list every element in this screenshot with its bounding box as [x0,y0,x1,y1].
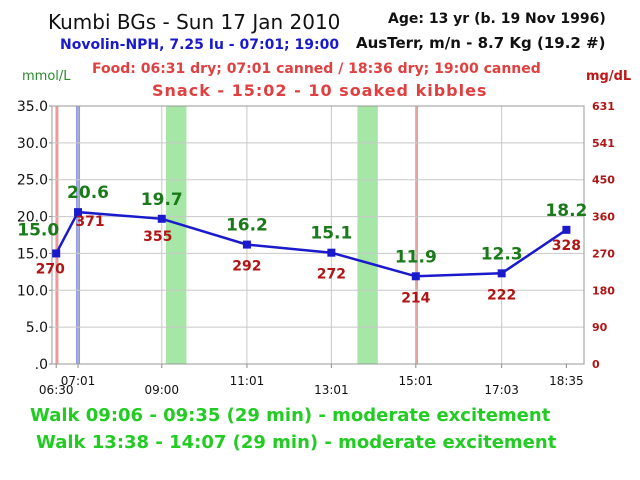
data-label-mmol: 16.2 [226,216,268,236]
x-tick-label: 11:01 [230,374,265,388]
series-line [55,210,568,278]
data-label-mmol: 15.1 [310,224,352,244]
walk-band-1 [166,106,187,364]
data-point [562,225,571,234]
weight-note: AusTerr, m/n - 8.7 Kg (19.2 #) [356,34,606,52]
y-tick-label: 5.0 [26,320,48,336]
x-tick-label: 15:01 [399,374,434,388]
data-label-mmol: 11.9 [395,247,437,267]
plot-frame [51,105,585,365]
y-tick-label-right: 450 [592,174,615,187]
x-tick-label: 06:30 [39,383,74,397]
y-tick-label: 15.0 [17,246,48,262]
x-tick-label: 09:00 [144,383,179,397]
chart-title: Kumbi BGs - Sun 17 Jan 2010 [48,10,341,34]
x-tick-label: 18:35 [549,374,584,388]
data-label-mmol: 19.7 [141,190,183,210]
y-tick-label: 10.0 [17,283,48,299]
x-tick-label: 07:01 [61,374,96,388]
y-tick-label-right: 180 [592,284,615,297]
data-label-mgdl: 214 [401,290,430,306]
y-tick-label-right: 0 [592,358,600,371]
y-tick-label: .0 [35,357,48,373]
data-point [74,208,83,217]
walk-note-2: Walk 13:38 - 14:07 (29 min) - moderate e… [36,432,557,453]
data-label-mgdl: 272 [317,267,346,283]
x-tick-label: 17:03 [484,383,519,397]
age-note: Age: 13 yr (b. 19 Nov 1996) [388,11,606,27]
data-label-mmol: 20.6 [67,183,109,203]
y-tick-label-right: 90 [592,321,608,334]
data-point [52,249,61,258]
data-point [242,240,251,249]
y-tick-label-right: 360 [592,211,615,224]
snack-note: Snack - 15:02 - 10 soaked kibbles [152,81,488,100]
y-tick-label-right: 631 [592,100,615,113]
data-label-mgdl: 328 [552,238,581,254]
y-tick-label: 25.0 [17,173,48,189]
data-point [327,248,336,257]
y-tick-label-right: 270 [592,247,615,260]
data-point [411,272,420,281]
data-label-mgdl: 222 [487,287,516,303]
y-tick-label-right: 541 [592,137,615,150]
data-label-mmol: 15.0 [17,220,59,240]
y-axis-label-left: mmol/L [22,69,71,84]
y-tick-label: 35.0 [17,99,48,115]
insulin-note: Novolin-NPH, 7.25 Iu - 07:01; 19:00 [60,37,340,53]
data-label-mgdl: 270 [36,261,65,277]
food-note: Food: 06:31 dry; 07:01 canned / 18:36 dr… [92,61,541,77]
data-label-mgdl: 292 [232,259,261,275]
food-line-1 [55,106,59,364]
walk-band-2 [357,106,378,364]
walk-note-1: Walk 09:06 - 09:35 (29 min) - moderate e… [30,405,551,426]
data-label-mmol: 18.2 [545,201,587,221]
data-point [157,214,166,223]
data-label-mgdl: 355 [143,229,172,245]
data-point [497,269,506,278]
y-tick-label: 20.0 [17,210,48,226]
y-axis-label-right: mg/dL [586,69,632,84]
data-label-mmol: 12.3 [481,244,523,264]
y-tick-label: 30.0 [17,136,48,152]
x-tick-label: 13:01 [314,383,349,397]
plot-area [52,106,584,364]
food-line-3 [415,106,419,364]
data-label-mgdl: 371 [75,214,104,230]
